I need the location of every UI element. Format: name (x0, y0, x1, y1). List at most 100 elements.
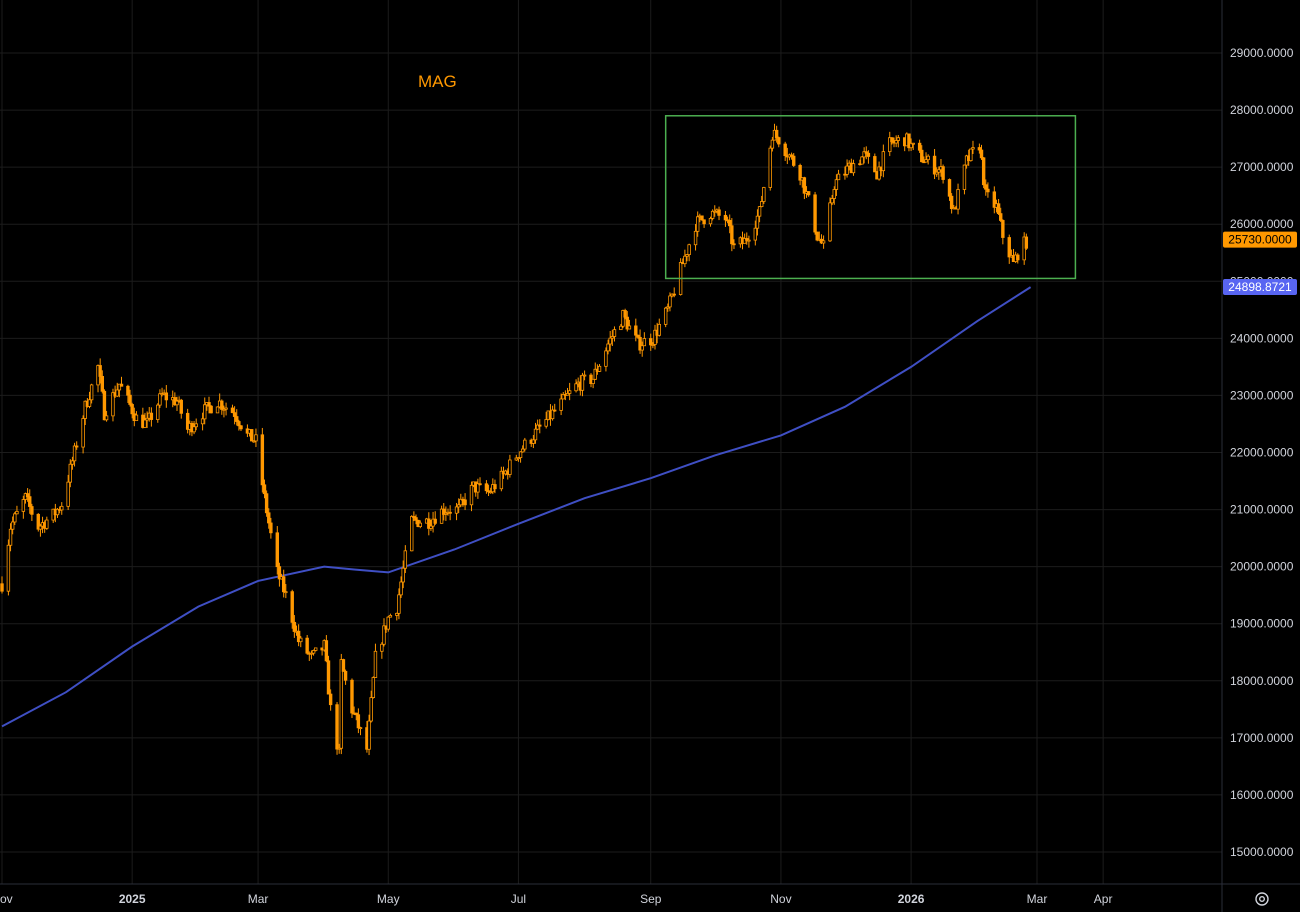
candle (74, 441, 79, 450)
moving-average-line (1, 286, 1032, 728)
candle (8, 523, 13, 552)
candle (649, 333, 653, 351)
candle (290, 589, 294, 629)
candle (830, 194, 834, 206)
candle (328, 689, 333, 711)
candle (753, 220, 758, 246)
y-tick-label: 24000.0000 (1230, 331, 1294, 345)
candle (702, 219, 706, 228)
y-tick-label: 15000.0000 (1230, 845, 1294, 859)
candle (115, 382, 119, 398)
candle (111, 388, 115, 422)
candle (550, 405, 555, 421)
candle (354, 712, 358, 721)
price-badges: 25730.0000 24898.8721 (1223, 231, 1297, 296)
candle (119, 376, 124, 387)
candle (518, 451, 523, 463)
candle (683, 249, 687, 268)
y-tick-label: 16000.0000 (1230, 788, 1294, 802)
candle (478, 477, 482, 486)
candle (1016, 253, 1020, 264)
candle (723, 210, 728, 227)
candle (299, 635, 303, 648)
candle (6, 539, 11, 596)
candle (235, 409, 239, 426)
candle (533, 422, 538, 444)
range-box[interactable] (664, 115, 1077, 280)
candle (757, 206, 762, 223)
candle (260, 427, 265, 493)
candle (638, 329, 642, 354)
candle (597, 364, 602, 372)
candle (60, 502, 64, 515)
candle (100, 370, 104, 394)
candle (267, 508, 271, 529)
candle (747, 235, 751, 248)
candle (439, 505, 444, 524)
y-tick-label: 21000.0000 (1230, 503, 1294, 517)
candle (104, 410, 109, 422)
candle (657, 318, 661, 337)
price-axis[interactable]: 15000.0000 16000.0000 17000.0000 18000.0000… (1230, 46, 1294, 859)
x-tick-label: Nov (0, 892, 13, 906)
candle (81, 415, 85, 454)
candle (909, 138, 913, 152)
ma-value-badge-text: 24898.8721 (1228, 280, 1292, 294)
candle (971, 140, 975, 154)
candle (339, 653, 344, 755)
candle (862, 147, 866, 164)
candle (224, 402, 228, 416)
candle (623, 308, 627, 320)
x-tick-label: May (377, 892, 400, 906)
candle (185, 408, 190, 434)
candle (685, 254, 689, 262)
candle (30, 503, 34, 522)
candle (158, 389, 162, 408)
symbol-label: MAG (418, 72, 457, 91)
candle (917, 139, 922, 153)
y-tick-label: 17000.0000 (1230, 731, 1294, 745)
x-tick-label: Mar (1027, 892, 1048, 906)
candle (565, 387, 570, 396)
candle (935, 167, 939, 177)
candle (369, 690, 373, 723)
candle (454, 502, 459, 521)
range-box-layer[interactable] (664, 115, 1077, 280)
candle (745, 232, 749, 245)
candle (371, 676, 376, 699)
candle (986, 182, 990, 198)
time-axis[interactable]: Nov 2025 Mar May Jul Sep Nov 2026 Mar Apr (0, 892, 1112, 906)
candle (275, 526, 279, 575)
candle (619, 323, 623, 331)
candle (1024, 233, 1029, 250)
candle (877, 161, 881, 181)
candle (343, 669, 348, 685)
y-tick-label: 18000.0000 (1230, 674, 1294, 688)
candle (262, 479, 267, 499)
candle (992, 186, 997, 214)
candle (222, 405, 226, 418)
candle (13, 511, 17, 525)
candle (717, 206, 721, 221)
ma-value-badge: 24898.8721 (1223, 279, 1297, 296)
candle (264, 490, 269, 517)
candle (179, 398, 183, 419)
candle (538, 419, 542, 434)
candle (269, 517, 273, 539)
candle (324, 635, 329, 663)
candle (894, 135, 898, 148)
candle (418, 520, 422, 529)
candle (582, 370, 587, 381)
candle (456, 498, 461, 514)
candle (469, 481, 474, 512)
candle (651, 342, 655, 349)
y-tick-label: 28000.0000 (1230, 103, 1294, 117)
candle (866, 150, 871, 164)
candle (666, 303, 670, 312)
candle (66, 474, 70, 511)
settings-gear-icon[interactable] (1252, 889, 1272, 909)
candle (828, 197, 832, 243)
candle (499, 466, 504, 492)
candle (713, 205, 717, 217)
